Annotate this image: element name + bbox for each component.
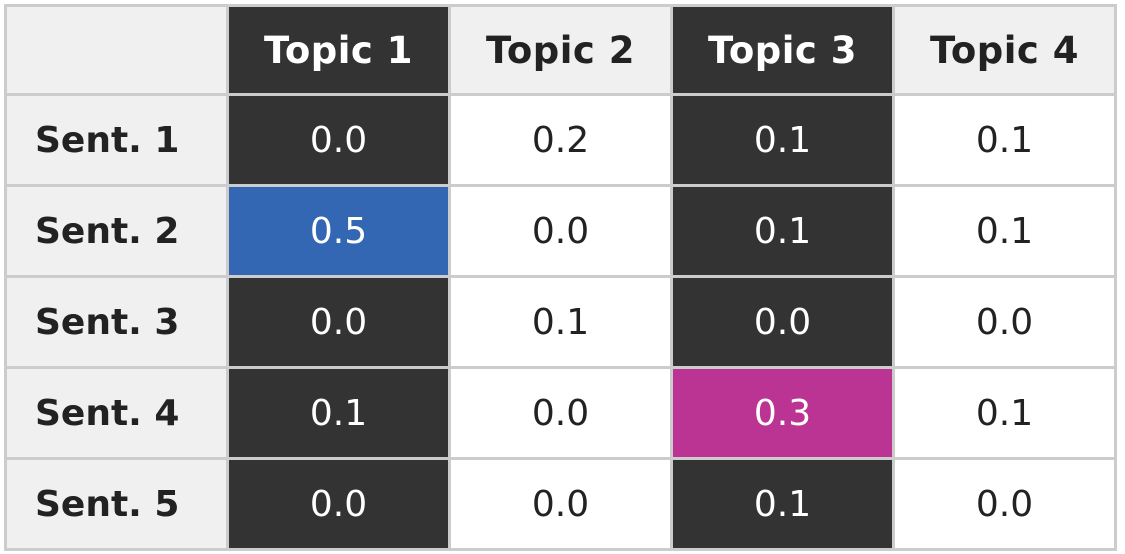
topic-distribution-table: Topic 1 Topic 2 Topic 3 Topic 4 Sent. 1 … (4, 4, 1117, 551)
value-cell: 0.1 (892, 184, 1117, 278)
table-row: Sent. 3 0.0 0.1 0.0 0.0 (4, 275, 1117, 369)
value-cell: 0.1 (448, 275, 673, 369)
value-cell: 0.1 (670, 93, 895, 187)
value-cell: 0.0 (448, 366, 673, 460)
table-row: Sent. 2 0.5 0.0 0.1 0.1 (4, 184, 1117, 278)
value-cell: 0.0 (448, 457, 673, 551)
column-header-topic-1: Topic 1 (226, 4, 451, 96)
column-header-topic-2: Topic 2 (448, 4, 673, 96)
value-cell: 0.0 (670, 275, 895, 369)
value-cell: 0.0 (892, 457, 1117, 551)
table-row: Sent. 4 0.1 0.0 0.3 0.1 (4, 366, 1117, 460)
value-cell: 0.1 (670, 457, 895, 551)
row-label-sent-3: Sent. 3 (4, 275, 229, 369)
table-row: Sent. 5 0.0 0.0 0.1 0.0 (4, 457, 1117, 551)
column-header-topic-3: Topic 3 (670, 4, 895, 96)
column-header-topic-4: Topic 4 (892, 4, 1117, 96)
value-cell: 0.0 (226, 93, 451, 187)
row-label-sent-2: Sent. 2 (4, 184, 229, 278)
row-label-sent-1: Sent. 1 (4, 93, 229, 187)
corner-cell (4, 4, 229, 96)
value-cell: 0.1 (670, 184, 895, 278)
value-cell: 0.0 (448, 184, 673, 278)
value-cell: 0.0 (226, 457, 451, 551)
value-cell: 0.1 (226, 366, 451, 460)
highlighted-value-cell: 0.3 (670, 366, 895, 460)
value-cell: 0.2 (448, 93, 673, 187)
row-label-sent-4: Sent. 4 (4, 366, 229, 460)
row-label-sent-5: Sent. 5 (4, 457, 229, 551)
value-cell: 0.0 (226, 275, 451, 369)
value-cell: 0.1 (892, 366, 1117, 460)
value-cell: 0.1 (892, 93, 1117, 187)
value-cell: 0.0 (892, 275, 1117, 369)
highlighted-value-cell: 0.5 (226, 184, 451, 278)
table-row: Sent. 1 0.0 0.2 0.1 0.1 (4, 93, 1117, 187)
header-row: Topic 1 Topic 2 Topic 3 Topic 4 (4, 4, 1117, 96)
